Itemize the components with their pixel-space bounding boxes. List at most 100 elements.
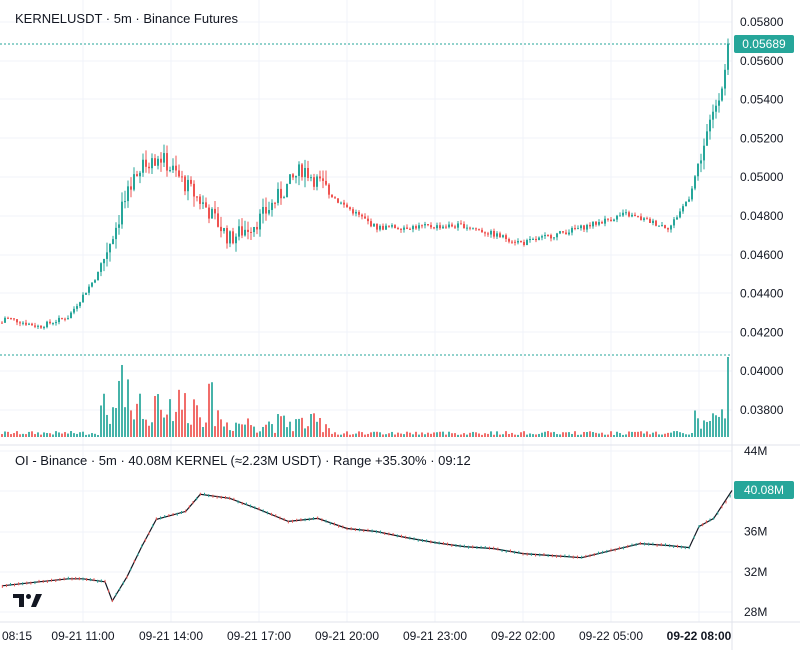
candle-body xyxy=(37,325,39,327)
volume-bar xyxy=(334,432,336,437)
oi-series xyxy=(1,490,733,603)
candle-body xyxy=(238,226,240,237)
volume-bar xyxy=(322,432,324,437)
volume-bar xyxy=(31,431,33,437)
volume-bar xyxy=(499,434,501,437)
candle-body xyxy=(358,211,360,215)
volume-bar xyxy=(82,431,84,437)
volume-bar xyxy=(148,425,150,437)
volume-bar xyxy=(508,434,510,437)
candle-body xyxy=(667,228,669,230)
volume-bar xyxy=(55,431,57,437)
volume-bar xyxy=(682,433,684,437)
candle-body xyxy=(682,206,684,212)
volume-bar xyxy=(94,433,96,437)
price-lines xyxy=(0,43,732,356)
candle-body xyxy=(169,170,171,172)
volume-bar xyxy=(160,409,162,437)
volume-bar xyxy=(139,393,141,437)
candle-body xyxy=(433,227,435,229)
candle-body xyxy=(679,211,681,218)
candle-body xyxy=(25,322,27,325)
candle-body xyxy=(568,232,570,235)
candle-body xyxy=(694,176,696,189)
candle-body xyxy=(463,223,465,229)
candle-body xyxy=(625,212,627,214)
candle-body xyxy=(697,163,699,177)
candle-body xyxy=(613,219,615,221)
candle-body xyxy=(1,322,3,324)
candle-body xyxy=(55,322,57,324)
candle-body xyxy=(583,225,585,230)
volume-bar xyxy=(655,431,657,437)
time-axis[interactable]: 08:15 09-21 11:00 09-21 14:00 09-21 17:00 09… xyxy=(2,629,732,643)
candle-body xyxy=(658,225,660,227)
candle-body xyxy=(88,286,90,293)
oi-axis[interactable]: 44M40M36M32M28M xyxy=(744,444,767,619)
price-axis[interactable]: 0.05800 0.05600 0.05400 0.05200 0.05000 0.048… xyxy=(740,15,784,417)
candle-body xyxy=(601,222,603,224)
volume-bar xyxy=(58,432,60,437)
candle-body xyxy=(376,223,378,230)
volume-bar xyxy=(388,433,390,437)
candle-body xyxy=(196,196,198,198)
candle-body xyxy=(544,234,546,237)
candle-body xyxy=(82,294,84,303)
volume-bar xyxy=(352,434,354,437)
candle-body xyxy=(502,235,504,238)
volume-bar xyxy=(385,434,387,437)
candle-body xyxy=(118,224,120,228)
candle-body xyxy=(370,221,372,227)
price-tick-label: 0.04800 xyxy=(740,209,784,223)
candle-body xyxy=(301,164,303,178)
volume-bar xyxy=(226,422,228,437)
volume-bar xyxy=(79,432,81,437)
candle-body xyxy=(448,224,450,228)
tradingview-logo-icon[interactable] xyxy=(13,594,42,607)
volume-bar xyxy=(136,403,138,437)
time-tick-label: 08:15 xyxy=(2,629,32,643)
symbol-title[interactable]: KERNELUSDT · 5m · Binance Futures xyxy=(15,11,238,26)
candle-body xyxy=(349,207,351,210)
volume-bar xyxy=(640,431,642,437)
volume-bar xyxy=(400,433,402,437)
candle-body xyxy=(436,225,438,229)
candle-body xyxy=(616,215,618,220)
candle-body xyxy=(406,227,408,229)
candle-body xyxy=(331,194,333,198)
volume-bar xyxy=(328,428,330,437)
candle-body xyxy=(469,227,471,229)
volume-bar xyxy=(286,427,288,437)
volume-bar xyxy=(577,434,579,437)
candle-body xyxy=(151,158,153,169)
volume-bar xyxy=(232,430,234,437)
candle-body xyxy=(634,214,636,217)
volume-bar xyxy=(142,418,144,437)
candle-body xyxy=(340,202,342,204)
volume-bar xyxy=(628,431,630,437)
candle-body xyxy=(22,322,24,324)
candle-body xyxy=(712,111,714,120)
candle-body xyxy=(547,234,549,236)
volume-bar xyxy=(88,434,90,437)
volume-bar xyxy=(382,434,384,437)
candle-body xyxy=(73,308,75,313)
volume-bar xyxy=(16,431,18,437)
candle-body xyxy=(52,323,54,325)
candle-body xyxy=(670,225,672,230)
candle-body xyxy=(556,233,558,238)
candlestick-series xyxy=(1,38,729,330)
volume-bar xyxy=(52,434,54,437)
volume-bar xyxy=(667,432,669,437)
volume-bar xyxy=(544,431,546,437)
candle-body xyxy=(391,225,393,227)
volume-bar xyxy=(199,417,201,437)
volume-bar xyxy=(574,431,576,437)
volume-bar xyxy=(184,393,186,437)
oi-indicator-title[interactable]: OI - Binance · 5m · 40.08M KERNEL (≈2.23… xyxy=(15,453,471,468)
candle-body xyxy=(526,240,528,245)
candle-body xyxy=(610,219,612,221)
volume-bar xyxy=(571,433,573,437)
candle-body xyxy=(439,225,441,229)
